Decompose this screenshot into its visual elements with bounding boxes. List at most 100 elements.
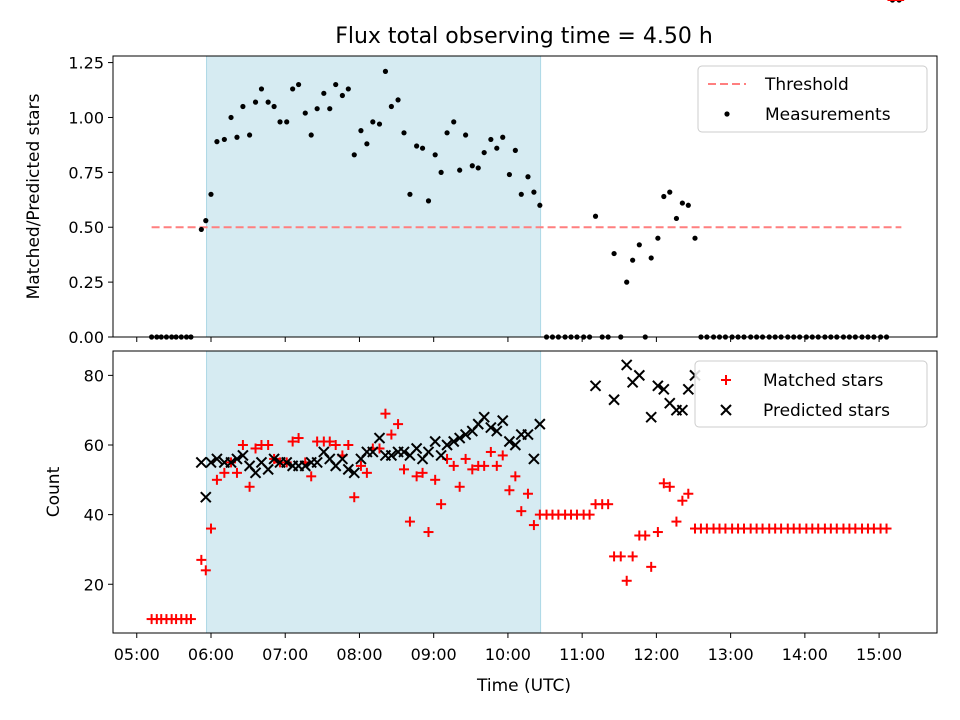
cross-b [497,414,509,427]
measurement-point [494,145,500,151]
measurement-point [208,191,214,197]
predicted-star-point [385,449,398,462]
measurement-point [277,119,283,125]
predicted-star-point [658,383,670,396]
predicted-star-point [620,359,633,371]
y-tick-label: 1.00 [68,108,104,127]
measurement-point [364,141,370,147]
predicted-star-point [429,435,441,448]
x-tick-label: 13:00 [708,645,754,664]
observing-interval-shade [206,350,542,634]
measurement-point [512,147,518,153]
predicted-star-point [453,432,466,444]
measurement-point [611,250,617,257]
y-axis-label: Matched/Predicted stars [24,93,44,299]
measurement-point [295,81,302,88]
predicted-star-point [676,404,689,416]
matched-star-point [324,436,335,447]
cross-b [652,380,664,392]
legend-threshold-label: Threshold [764,75,849,95]
cross-b [453,432,466,444]
predicted-star-point [410,442,423,455]
measurement-point [419,145,426,151]
measurement-point [376,121,383,127]
measurement-point [203,218,209,224]
predicted-star-point [398,446,410,458]
cross-b [324,453,336,465]
matched-star-point [237,440,248,450]
predicted-star-point [509,439,522,451]
matched-star-point [510,471,521,482]
measurement-point [414,143,420,149]
matched-star-point [355,460,366,471]
measurement-point [673,215,680,222]
cross-b [195,456,208,469]
x-tick-label: 09:00 [411,645,457,664]
predicted-star-point [589,380,602,392]
measurement-point [425,198,432,204]
measurement-point [302,110,308,116]
x-tick-label: 06:00 [188,645,234,664]
measurement-point [345,86,351,92]
cross-b [534,418,546,430]
matched-star-point [263,440,274,450]
measurement-point [630,257,636,263]
cross-b [336,453,349,465]
matched-star-point [467,464,478,475]
matched-star-point [522,488,533,499]
y-tick-label: 20 [84,575,104,594]
cross-b [664,397,676,409]
cross-b [441,439,453,451]
y-tick-label: 80 [84,366,104,385]
matched-star-point [436,499,447,510]
y-tick-label: 0.25 [68,273,104,292]
matched-star-point [448,460,459,471]
predicted-star-point [237,449,249,462]
x-tick-label: 10:00 [485,645,531,664]
legend-box [694,360,928,428]
measurement-point [451,119,457,125]
matched-star-point [380,408,391,419]
cross-b [633,369,646,382]
measurement-point [518,191,524,197]
measurement-point [395,97,401,103]
measurement-point [252,99,259,105]
matched-star-point [231,467,242,478]
measurement-point [661,193,667,200]
measurement-point [382,68,389,74]
cross-b [658,383,670,396]
matched-star-point [211,474,222,485]
matched-star-point [330,440,341,450]
predicted-star-point [682,383,695,396]
matched-star-point [287,436,298,447]
cross-b [528,453,540,465]
measurement-point [358,128,364,134]
measurement-point [321,90,327,96]
matched-star-point [200,565,211,576]
matched-star-point [671,516,682,527]
cross-b [367,446,379,458]
measurement-point [370,119,376,125]
x-tick-label: 07:00 [262,645,308,664]
measurement-point [432,152,438,158]
predicted-star-point [348,467,360,479]
measurement-point [636,242,642,248]
predicted-star-point [249,467,262,479]
matched-star-point [460,453,471,464]
measurement-point [314,106,320,112]
top-panel: 0.00 0.25 0.50 0.75 1.00 1.25 Matched/Predicte… [24,0,938,347]
cross-b [422,446,435,458]
cross-b [200,491,212,503]
x-tick-label: 14:00 [782,645,828,664]
cross-b [268,453,280,465]
measurement-point [388,103,394,110]
predicted-star-point [205,456,217,469]
cross-b [589,380,602,392]
y-tick-label: 40 [84,506,104,525]
cross-b [429,435,441,448]
legend-measurements-label: Measurements [765,105,891,125]
matched-star-point [584,509,595,520]
cross-b [478,411,490,423]
cross-b [509,439,522,451]
